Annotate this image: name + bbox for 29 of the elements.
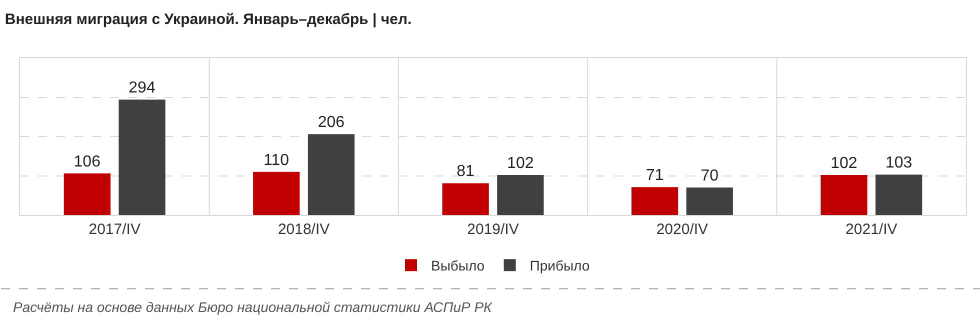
bar — [118, 100, 166, 215]
text: Расчёты на основе данных Бюро национальной статистики АСПиР РК — [13, 299, 493, 315]
bar — [497, 174, 544, 215]
x-tick-label: 2021/IV — [846, 221, 898, 238]
bar — [64, 173, 110, 215]
bar — [686, 188, 733, 215]
data-label: 110 — [264, 152, 290, 169]
bar — [631, 187, 678, 215]
data-label: 103 — [885, 154, 912, 172]
data-label: 81 — [456, 163, 475, 180]
x-tick-label: 2018/IV — [278, 221, 330, 238]
data-label: 294 — [128, 80, 156, 97]
data-label: 106 — [74, 153, 101, 170]
data-label: 206 — [318, 114, 345, 132]
data-label: 71 — [646, 167, 664, 184]
bar — [442, 183, 489, 215]
x-tick-label: 2017/IV — [88, 221, 140, 238]
bar — [253, 172, 300, 215]
x-tick-label: 2020/IV — [656, 221, 708, 238]
data-label: 102 — [507, 154, 534, 172]
data-label: 70 — [700, 168, 719, 185]
bar — [820, 174, 868, 215]
data-label: 102 — [830, 154, 858, 172]
bar — [308, 134, 355, 215]
bar — [876, 174, 922, 215]
legend-label: Прибыло — [530, 258, 590, 274]
chart-title: Внешняя миграция с Украиной. Январь–декабрь | чел. — [4, 10, 412, 28]
x-tick-label: 2019/IV — [467, 221, 519, 238]
legend-label: Выбыло — [431, 258, 485, 274]
